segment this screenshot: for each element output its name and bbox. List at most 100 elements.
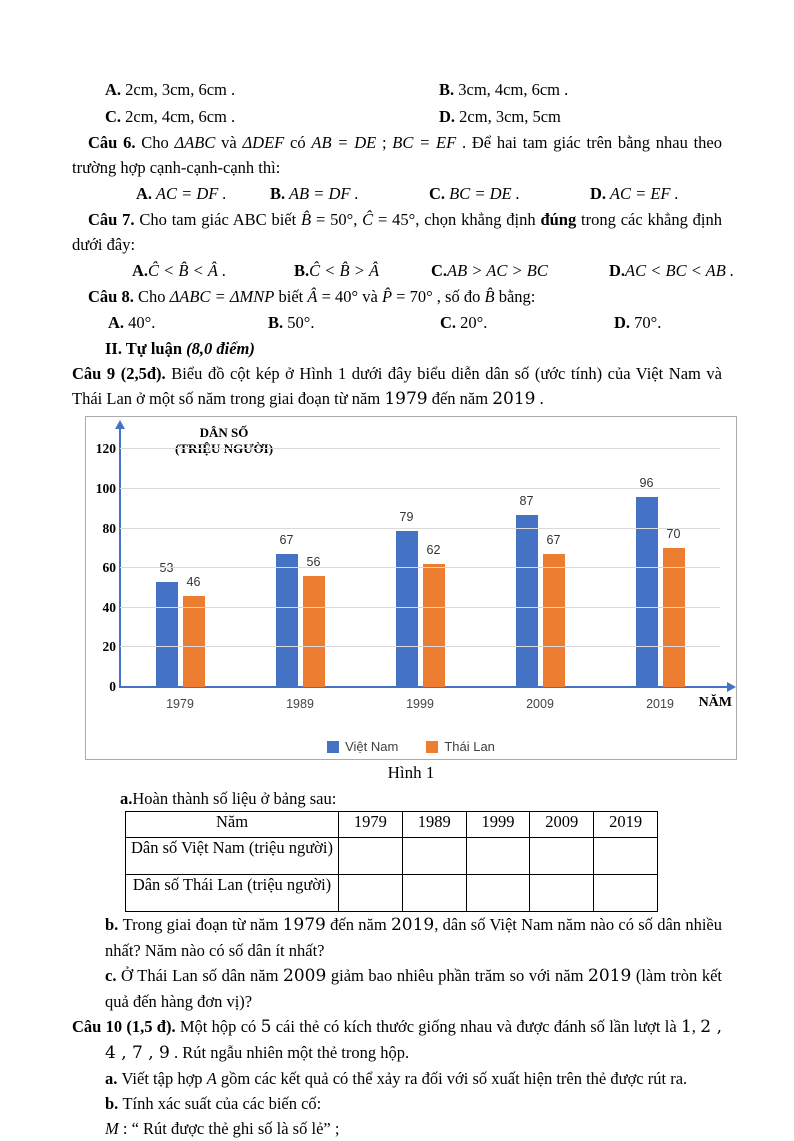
text-segment: Ở Thái Lan số dân năm [121, 966, 283, 985]
answer-option-text: 70°. [630, 313, 662, 332]
text-segment: 2009 [283, 966, 327, 986]
table-cell-empty [401, 837, 467, 875]
answer-options-row: A.Ĉ < B̂ < Â . B.Ĉ < B̂ > Â C.AB > AC … [72, 257, 734, 284]
text-segment: = 45°, chọn khẳng định [373, 210, 541, 229]
answer-option-text: AC = EF . [606, 184, 679, 203]
text-segment: (8,0 điểm) [186, 339, 255, 358]
text-segment: , dân số Việt Nam năm nào có số dân nhiề… [105, 915, 722, 960]
text-segment: cái thẻ có kích thước giống nhau và được… [271, 1017, 681, 1036]
bar-wrap: 70 [662, 527, 685, 687]
legend-label: Thái Lan [444, 739, 495, 754]
bar [302, 576, 325, 687]
chart-plot: 53 46 67 56 79 62 87 67 96 70 0 20 40 60 80 100 120 [96, 420, 736, 694]
legend-label: Việt Nam [345, 739, 399, 754]
text-segment: Biểu đồ cột kép ở Hình 1 dưới đây biểu d… [72, 364, 722, 408]
answer-option-label: C. [429, 184, 446, 203]
x-tick-label: 1999 [406, 697, 434, 711]
answer-option: A.Ĉ < B̂ < Â . [132, 257, 294, 284]
chart-legend: Việt Nam Thái Lan [86, 739, 736, 754]
text-line: Câu 7. Cho tam giác ABC biết B̂ = 50°, C… [72, 207, 722, 257]
bar [395, 530, 418, 687]
population-chart-figure: DÂN SỐ(TRIỆU NGƯỜI) 53466756796287679670… [85, 416, 737, 786]
bar [542, 554, 565, 687]
text-segment: 2 , 4 , 7 , 9 [105, 1017, 722, 1063]
answer-option-text: 2cm, 3cm, 6cm . [121, 80, 236, 99]
table-cell-empty [593, 837, 658, 875]
answer-option-text: AB > AC > BC [447, 261, 548, 280]
text-segment: Một hộp có [179, 1017, 261, 1036]
table-header-cell: 1979 [338, 811, 403, 838]
text-segment: AB = DE [311, 133, 377, 152]
table-intro-text: a.Hoàn thành số liệu ở bảng sau: [72, 786, 722, 811]
text-line: c. Ở Thái Lan số dân năm 2009 giảm bao n… [72, 963, 722, 1014]
text-segment: trong các khẳng định dưới đây: [72, 210, 723, 254]
answer-option-text: 2cm, 4cm, 6cm . [121, 107, 236, 126]
x-axis-title: NĂM [698, 695, 732, 710]
answer-options-row: C. 2cm, 4cm, 6cm . D. 2cm, 3cm, 5cm [72, 103, 722, 130]
text-segment: A [206, 1069, 217, 1088]
answer-option: C. BC = DE . [429, 180, 590, 207]
text-segment: Trong giai đoạn từ năm [122, 915, 283, 934]
text-segment: = 50°, [311, 210, 363, 229]
bar-wrap: 67 [275, 533, 298, 687]
table-row-label: Dân số Việt Nam (triệu người) [125, 837, 339, 875]
bar-value-label: 56 [306, 555, 321, 570]
answer-option-label: B. [294, 261, 310, 280]
bar [662, 548, 685, 687]
answer-option-label: A. [136, 184, 153, 203]
bar-group: 53 46 [120, 427, 240, 687]
bar-group: 87 67 [480, 427, 600, 687]
text-segment: 2019 [492, 389, 536, 409]
text-segment: Viết tập hợp [121, 1069, 207, 1088]
table-cell-empty [338, 874, 403, 912]
text-segment: và [215, 133, 243, 152]
answer-option: D.AC < BC < AB . [609, 257, 734, 284]
text-segment: = 70° , số đo [392, 287, 485, 306]
text-segment: có [284, 133, 312, 152]
text-line: b. Trong giai đoạn từ năm 1979 đến năm 2… [72, 912, 722, 963]
bar-group: 67 56 [240, 427, 360, 687]
text-segment: 2019 [588, 966, 632, 986]
answer-option-text: AC = DF . [152, 184, 227, 203]
text-segment: bằng: [494, 287, 536, 306]
answer-option: A. AC = DF . [136, 180, 270, 207]
answer-option-text: AC < BC < AB . [625, 261, 735, 280]
bar-wrap: 87 [515, 494, 538, 687]
document-bottom-text: b. Trong giai đoạn từ năm 1979 đến năm 2… [72, 912, 722, 1141]
y-tick-label: 20 [102, 639, 117, 655]
legend-item: Thái Lan [426, 739, 495, 754]
x-tick-label: 1989 [286, 697, 314, 711]
text-segment: . Rút ngẫu nhiên một thẻ trong hộp. [169, 1043, 410, 1062]
text-segment: Cho tam giác ABC biết [139, 210, 302, 229]
text-segment: c. [105, 966, 122, 985]
bar-wrap: 79 [395, 510, 418, 687]
text-segment: . [535, 389, 544, 408]
chart-gridline [120, 448, 720, 450]
y-axis-arrow-icon [115, 420, 125, 429]
answer-option: B.Ĉ < B̂ > Â [294, 257, 431, 284]
figure-caption: Hình 1 [387, 763, 435, 782]
bar-value-label: 70 [666, 527, 681, 542]
bar-group: 79 62 [360, 427, 480, 687]
text-segment: Câu 9 (2,5đ). [72, 364, 172, 383]
text-segment: Câu 8. [88, 287, 138, 306]
chart-gridline [120, 646, 720, 648]
chart-gridline [120, 527, 720, 529]
population-table: Năm 1979 1989 1999 2009 2019 Dân số Việt Nam … [125, 811, 658, 912]
bar-value-label: 87 [519, 493, 534, 508]
answer-option-text: Ĉ < B̂ < Â . [148, 261, 227, 280]
text-segment: . Để hai tam giác trên bằng nhau theo tr… [72, 133, 723, 177]
text-segment: = 40° và [317, 287, 382, 306]
answer-option: C. 20°. [440, 309, 614, 336]
answer-option: C.AB > AC > BC [431, 257, 609, 284]
answer-option-label: D. [609, 261, 626, 280]
answer-option: D. 70°. [614, 309, 661, 336]
table-row: Dân số Việt Nam (triệu người) [125, 837, 658, 875]
text-segment: ΔABC [174, 133, 216, 152]
answer-option: B. AB = DF . [270, 180, 429, 207]
x-tick-labels: 1979 1989 1999 2009 2019 [120, 697, 720, 711]
answer-option-label: C. [440, 313, 457, 332]
answer-option: B. 50°. [268, 309, 440, 336]
text-segment: B̂ [484, 287, 495, 306]
table-cell-empty [401, 874, 467, 912]
